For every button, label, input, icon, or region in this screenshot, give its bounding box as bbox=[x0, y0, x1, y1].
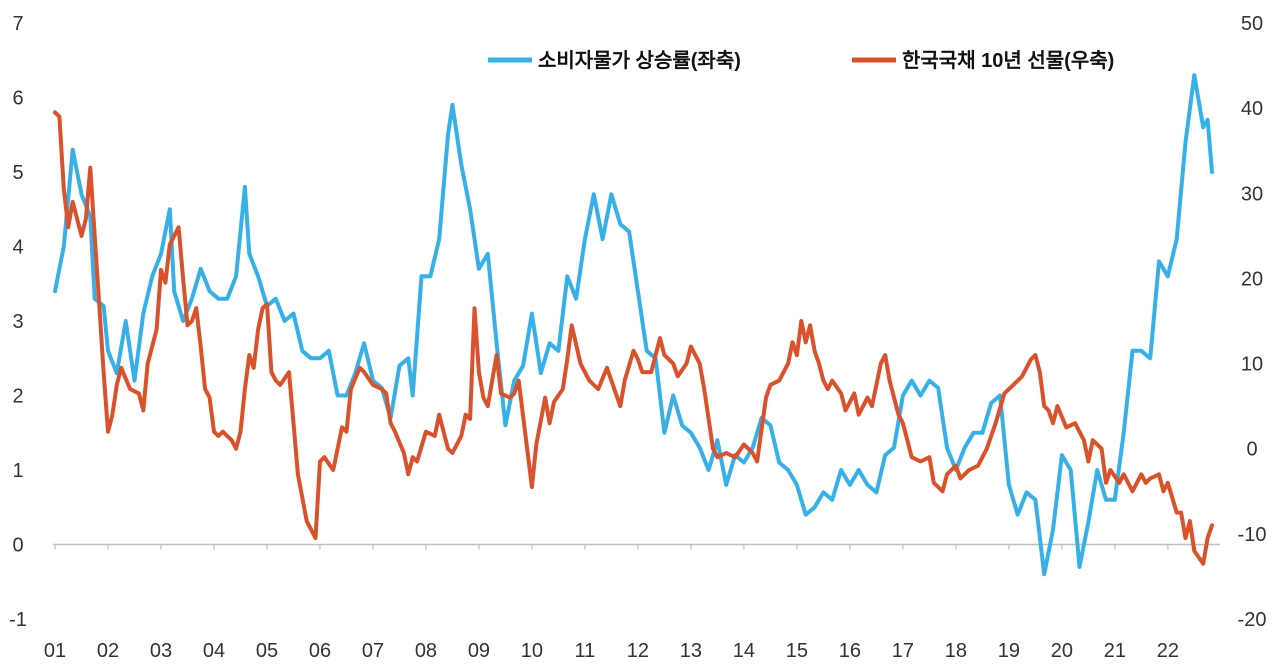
x-tick-label: 06 bbox=[309, 640, 331, 662]
series-layer bbox=[53, 73, 1214, 577]
left-tick-label: 7 bbox=[12, 13, 23, 35]
left-tick-label: 3 bbox=[12, 311, 23, 333]
right-tick-label: 20 bbox=[1241, 268, 1263, 290]
right-tick-label: -20 bbox=[1238, 609, 1267, 631]
legend-label-cpi: 소비자물가 상승률(좌축) bbox=[538, 49, 741, 72]
right-tick-label: 50 bbox=[1241, 13, 1263, 35]
x-tick-label: 18 bbox=[945, 640, 967, 662]
x-tick-label: 20 bbox=[1051, 640, 1073, 662]
x-tick-label: 08 bbox=[415, 640, 437, 662]
right-tick-label: 10 bbox=[1241, 354, 1263, 376]
series-line-cpi bbox=[53, 73, 1214, 577]
right-axis-ticks: -20 -10 0 10 20 30 40 50 bbox=[1238, 13, 1267, 631]
x-tick-label: 05 bbox=[256, 640, 278, 662]
left-axis-ticks: -1 0 1 2 3 4 5 6 7 bbox=[9, 13, 27, 631]
right-tick-label: -10 bbox=[1238, 524, 1267, 546]
legend: 소비자물가 상승률(좌축) 한국국채 10년 선물(우축) bbox=[488, 49, 1114, 72]
left-tick-label: 4 bbox=[12, 237, 23, 259]
right-tick-label: 0 bbox=[1246, 439, 1257, 461]
x-tick-label: 21 bbox=[1104, 640, 1126, 662]
x-tick-label: 15 bbox=[786, 640, 808, 662]
left-tick-label: -1 bbox=[9, 609, 27, 631]
right-tick-label: 30 bbox=[1241, 183, 1263, 205]
x-tick-label: 13 bbox=[680, 640, 702, 662]
left-tick-label: 6 bbox=[12, 88, 23, 110]
x-tick-label: 17 bbox=[892, 640, 914, 662]
x-tick-label: 09 bbox=[468, 640, 490, 662]
x-tick-label: 19 bbox=[998, 640, 1020, 662]
x-tick-label: 02 bbox=[97, 640, 119, 662]
x-tick-label: 10 bbox=[521, 640, 543, 662]
series-line-bond bbox=[53, 110, 1214, 566]
x-tick-label: 07 bbox=[362, 640, 384, 662]
x-tick-label: 03 bbox=[150, 640, 172, 662]
x-tick-label: 16 bbox=[839, 640, 861, 662]
left-tick-label: 5 bbox=[12, 162, 23, 184]
x-axis-ticks: 01 02 03 04 05 06 07 08 09 10 11 12 13 14 15 16 17 18 19 20… bbox=[44, 544, 1179, 662]
right-tick-label: 40 bbox=[1241, 98, 1263, 120]
x-tick-label: 01 bbox=[44, 640, 66, 662]
left-tick-label: 0 bbox=[12, 535, 23, 557]
x-tick-label: 12 bbox=[627, 640, 649, 662]
legend-label-bond: 한국국채 10년 선물(우축) bbox=[902, 49, 1114, 72]
x-tick-label: 14 bbox=[733, 640, 755, 662]
left-tick-label: 1 bbox=[12, 460, 23, 482]
left-tick-label: 2 bbox=[12, 386, 23, 408]
x-tick-label: 11 bbox=[575, 640, 596, 662]
x-tick-label: 22 bbox=[1157, 640, 1179, 662]
x-tick-label: 04 bbox=[203, 640, 225, 662]
